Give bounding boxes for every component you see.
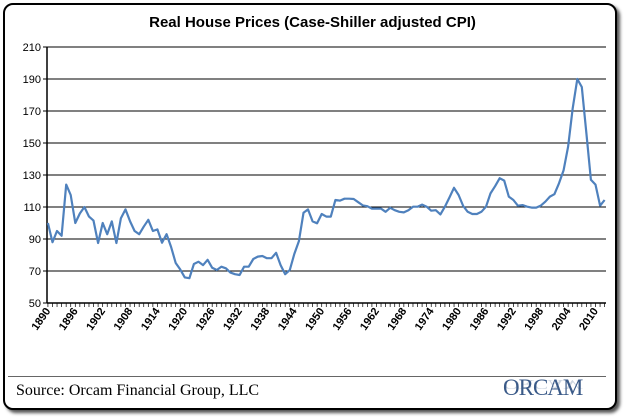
series-line [46,77,606,280]
x-tick-label: 1968 [385,306,409,333]
y-tick-label: 50 [29,298,41,310]
x-tick-label: 1914 [139,305,163,333]
x-tick-label: 2004 [550,305,574,333]
x-tick-label: 1980 [440,306,464,333]
x-tick-label: 1938 [249,306,273,333]
x-tick-label: 2010 [577,306,601,333]
y-tick-label: 150 [23,138,41,150]
x-tick-label: 1974 [413,305,437,333]
x-tick-label: 1962 [358,306,382,333]
y-tick-label: 110 [23,202,41,214]
x-tick-label: 1950 [303,306,327,333]
x-tick-label: 1992 [495,306,519,333]
chart-title: Real House Prices (Case-Shiller adjusted… [149,14,476,31]
y-tick-label: 90 [29,234,41,246]
source-text: Source: Orcam Financial Group, LLC [16,382,260,399]
orcam-logo: ORCAM [503,375,583,400]
x-tick-label: 1944 [276,305,300,333]
x-tick-label: 1902 [84,306,108,333]
x-tick-label: 1986 [468,306,492,333]
orcam-logo-reflection: ORCAM [503,377,583,392]
x-tick-label: 1896 [57,306,81,333]
x-tick-label: 1932 [221,306,245,333]
x-tick-label: 1956 [331,306,355,333]
y-tick-label: 210 [23,42,41,54]
x-tick-label: 1926 [194,306,218,333]
x-tick-label: 1920 [166,306,190,333]
x-tick-label: 1908 [112,306,136,333]
y-tick-label: 190 [23,74,41,86]
y-tick-label: 130 [23,170,41,182]
footer-divider [8,376,606,377]
x-tick-label: 1998 [522,306,546,333]
y-tick-label: 70 [29,266,41,278]
y-tick-label: 170 [23,106,41,118]
